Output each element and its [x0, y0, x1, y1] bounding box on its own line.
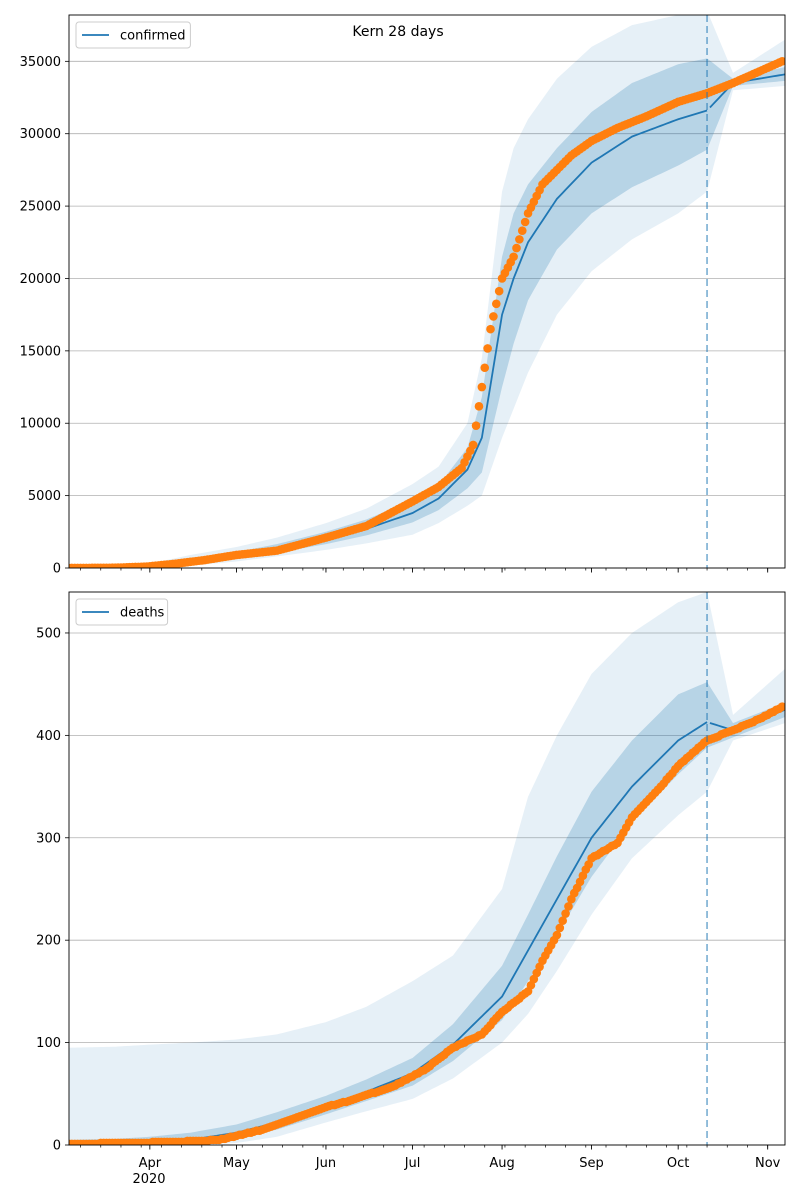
x-tick-label: Oct	[667, 1156, 689, 1171]
observed-point	[477, 382, 487, 392]
y-tick-label: 10000	[20, 417, 61, 432]
y-tick-label: 400	[36, 729, 61, 744]
y-tick-label: 100	[36, 1036, 61, 1051]
y-tick-label: 30000	[20, 127, 61, 142]
year-label: 2020	[132, 1172, 165, 1187]
observed-point	[512, 243, 521, 253]
observed-point	[471, 421, 481, 430]
observed-point	[564, 902, 573, 911]
observed-point	[483, 344, 492, 353]
chart-title: Kern 28 days	[352, 24, 443, 40]
legend-label: deaths	[120, 606, 165, 621]
x-tick-label: Apr	[139, 1156, 162, 1171]
observed-point	[468, 440, 478, 450]
observed-point	[494, 286, 504, 296]
core-uncertainty-band	[69, 682, 785, 1145]
confirmed-panel: 0 5000 10000 15000 20000 25000 30000 35000 confi…	[20, 14, 786, 577]
observed-point	[517, 226, 527, 235]
legend-label: confirmed	[120, 29, 186, 44]
observed-point	[515, 235, 524, 244]
observed-point	[480, 363, 490, 373]
plot-area	[69, 592, 785, 1145]
x-tick-label: Aug	[489, 1156, 514, 1171]
axes-frame	[68, 14, 786, 569]
observed-point	[777, 702, 785, 711]
y-tick-label: 5000	[28, 489, 61, 504]
observed-point	[558, 916, 567, 926]
observed-point	[486, 324, 495, 334]
observed-point	[555, 923, 565, 933]
x-tick-label: Jun	[315, 1156, 336, 1171]
y-tick-label: 500	[36, 626, 61, 641]
outer-uncertainty-band	[69, 592, 785, 1145]
x-tick-label: Nov	[755, 1156, 781, 1171]
x-tick-label: May	[223, 1156, 250, 1171]
observed-point	[491, 299, 501, 309]
core-uncertainty-band	[69, 58, 785, 568]
x-tick-label: Sep	[579, 1156, 604, 1171]
axes-frame	[68, 591, 786, 1146]
observed-point	[552, 930, 562, 940]
x-tick-label: Jul	[404, 1156, 421, 1171]
y-tick-label: 15000	[20, 344, 61, 359]
y-tick-label: 0	[53, 1139, 61, 1154]
inner-uncertainty-band	[69, 682, 785, 1145]
observed-point	[474, 402, 484, 411]
plot-area	[69, 15, 785, 568]
legend: deaths	[75, 598, 169, 626]
deaths-panel: 0 100 200 300 400 500 Apr May Jun Jul Aug Sep Oct Nov…	[36, 591, 786, 1171]
legend: confirmed	[75, 21, 191, 49]
observed-point	[509, 252, 518, 262]
observed-point	[520, 217, 530, 227]
y-tick-label: 200	[36, 934, 61, 949]
observed-point	[777, 57, 785, 66]
observed-point	[561, 909, 570, 918]
y-tick-label: 0	[53, 562, 61, 577]
legend-box	[75, 21, 191, 49]
observed-point	[489, 312, 498, 321]
y-tick-label: 25000	[20, 200, 61, 215]
y-tick-label: 300	[36, 831, 61, 846]
legend-box	[75, 598, 169, 626]
y-tick-label: 35000	[20, 55, 61, 70]
y-tick-label: 20000	[20, 272, 61, 287]
inner-uncertainty-band	[69, 58, 785, 568]
